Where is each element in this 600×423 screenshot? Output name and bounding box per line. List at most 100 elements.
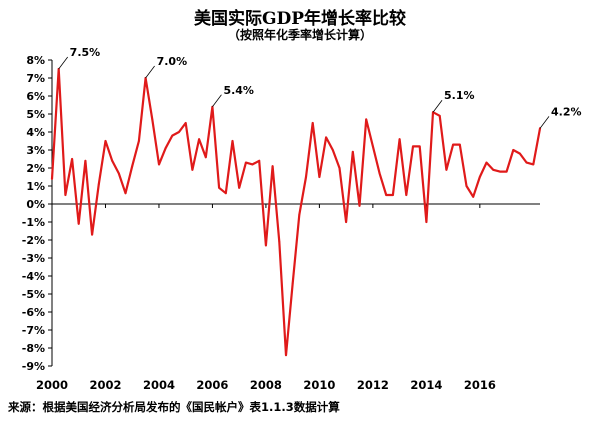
- y-tick-label: -4%: [22, 270, 45, 283]
- x-tick-label: 2002: [89, 378, 121, 392]
- data-point: [64, 194, 67, 196]
- gdp-series: [50, 67, 542, 357]
- data-point: [412, 145, 414, 148]
- data-point: [478, 176, 481, 178]
- data-point: [338, 167, 341, 169]
- data-point: [318, 176, 321, 178]
- data-point: [472, 195, 475, 198]
- data-point: [265, 244, 267, 247]
- data-point: [164, 147, 167, 150]
- data-point: [84, 159, 87, 162]
- data-point: [425, 221, 428, 223]
- data-point: [365, 118, 368, 121]
- data-point: [97, 183, 100, 186]
- y-tick-label: -7%: [22, 324, 45, 337]
- y-tick-label: 7%: [26, 72, 45, 85]
- annotation-label: 4.2%: [551, 105, 582, 118]
- data-point: [445, 168, 448, 171]
- x-tick-label: 2010: [303, 378, 335, 392]
- data-point: [51, 177, 53, 180]
- data-point: [398, 138, 401, 141]
- data-point: [117, 172, 120, 175]
- data-point: [392, 194, 394, 196]
- data-point: [371, 145, 374, 148]
- data-point: [532, 163, 535, 166]
- x-tick-label: 2014: [410, 378, 442, 392]
- data-point: [345, 221, 348, 223]
- y-tick-label: 2%: [26, 162, 45, 175]
- chart-title: 美国实际GDP年增长率比较: [193, 9, 407, 29]
- annotation-label: 7.0%: [157, 55, 188, 68]
- x-tick-label: 2000: [36, 378, 68, 392]
- annotation-leader: [58, 56, 69, 70]
- x-axis: 2000 2002 2004 2006 2008 2010 2012 2014 2016: [36, 203, 540, 392]
- annotation-leader: [539, 116, 550, 129]
- data-point: [498, 170, 501, 173]
- data-point: [418, 145, 421, 148]
- data-point: [485, 161, 488, 164]
- x-tick-label: 2016: [464, 378, 496, 392]
- data-point: [124, 192, 127, 195]
- data-point: [204, 156, 207, 159]
- data-point: [238, 186, 241, 189]
- annotation-label: 7.5%: [70, 46, 101, 59]
- data-point: [358, 204, 361, 207]
- data-point: [77, 222, 80, 225]
- series-line: [50, 67, 542, 357]
- x-tick-label: 2012: [357, 378, 389, 392]
- data-point: [184, 122, 187, 124]
- y-tick-label: 1%: [26, 180, 45, 193]
- data-point: [385, 194, 388, 196]
- data-point: [231, 140, 234, 142]
- x-tick-label: 2006: [196, 378, 228, 392]
- data-point: [512, 149, 515, 151]
- annotation-leader: [432, 99, 443, 113]
- data-point: [104, 140, 107, 142]
- data-point: [191, 168, 194, 171]
- data-point: [171, 134, 174, 137]
- data-point: [278, 240, 281, 243]
- data-point: [331, 149, 334, 151]
- data-point: [305, 176, 307, 178]
- data-point: [91, 233, 94, 236]
- y-axis: 8% 7% 6% 5% 4% 3% 2% 1% 0% -1% -2% -3% -4% -5% -6% -7% -…: [22, 54, 53, 373]
- data-point: [505, 170, 508, 173]
- y-tick-label: 5%: [26, 108, 45, 121]
- y-tick-label: -1%: [22, 216, 45, 229]
- data-point: [438, 114, 441, 117]
- y-tick-label: 3%: [26, 144, 45, 157]
- data-point: [158, 163, 160, 166]
- annotation-label: 5.4%: [223, 84, 254, 97]
- data-point: [178, 131, 180, 133]
- y-tick-label: 0%: [26, 198, 45, 211]
- x-tick-label: 2008: [250, 378, 282, 392]
- y-tick-label: -9%: [22, 360, 45, 373]
- data-point: [492, 168, 495, 171]
- annotation-leader: [145, 65, 155, 79]
- y-tick-label: 4%: [26, 126, 45, 139]
- data-point: [151, 118, 154, 121]
- data-point: [131, 165, 134, 168]
- data-point: [224, 192, 227, 195]
- y-tick-label: -5%: [22, 288, 45, 301]
- data-point: [111, 159, 114, 162]
- y-tick-label: -6%: [22, 306, 45, 319]
- y-tick-label: 6%: [26, 90, 45, 103]
- data-point: [465, 185, 468, 187]
- data-point: [218, 186, 221, 189]
- data-point: [525, 161, 528, 164]
- y-tick-label: 8%: [26, 54, 45, 67]
- source-note: 来源：根据美国经济分析局发布的《国民帐户》表1.1.3数据计算: [8, 400, 340, 414]
- annotation-leader: [212, 94, 222, 108]
- data-point: [519, 152, 521, 155]
- data-point: [285, 354, 287, 357]
- data-point: [251, 163, 254, 166]
- data-point: [325, 136, 327, 139]
- annotation-label: 5.1%: [444, 89, 475, 102]
- data-point: [298, 213, 301, 216]
- data-point: [458, 143, 461, 146]
- y-tick-label: -3%: [22, 252, 45, 265]
- y-tick-label: -2%: [22, 234, 45, 247]
- x-tick-label: 2004: [143, 378, 175, 392]
